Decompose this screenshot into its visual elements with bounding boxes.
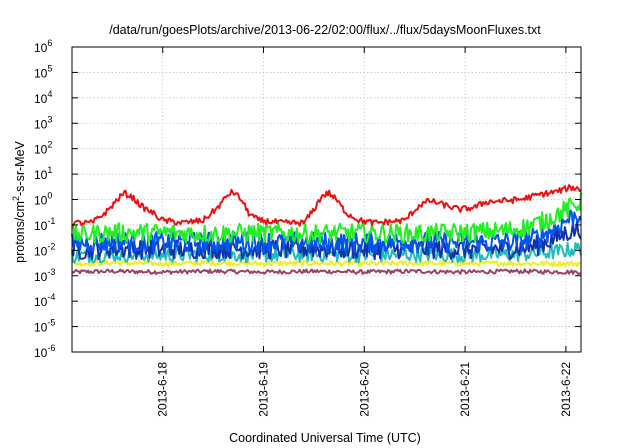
x-tick-label: 2013-6-19 (257, 362, 271, 417)
y-tick-label: 10-4 (34, 292, 55, 309)
series-line (71, 192, 582, 245)
x-tick-labels: 2013-6-18 2013-6-19 2013-6-20 2013-6-21 2013… (156, 362, 573, 417)
x-tick-label: 2013-6-21 (458, 362, 472, 417)
x-tick-label: 2013-6-18 (156, 362, 170, 417)
y-tick-label: 102 (34, 140, 52, 157)
grid-lines (72, 47, 581, 352)
axis-ticks (72, 46, 581, 353)
series-line (71, 259, 582, 268)
y-tick-label: 10-2 (34, 241, 55, 258)
y-tick-label: 104 (34, 89, 52, 106)
series-line (71, 184, 582, 227)
y-tick-label: 106 (34, 38, 52, 55)
series-layer (71, 184, 582, 275)
y-tick-label: 10-5 (34, 318, 55, 335)
y-tick-label: 10-1 (34, 216, 55, 233)
series-line (71, 268, 582, 275)
y-tick-label: 103 (34, 114, 52, 131)
chart-title: /data/run/goesPlots/archive/2013-06-22/0… (109, 23, 541, 37)
y-tick-label: 100 (34, 191, 52, 208)
x-axis-label: Coordinated Universal Time (UTC) (229, 431, 421, 445)
y-tick-label: 105 (34, 63, 52, 80)
y-axis-label: protons/cm2-s-sr-MeV (11, 140, 27, 262)
y-tick-label: 10-3 (34, 267, 55, 284)
y-tick-label: 10-6 (34, 343, 55, 360)
series-line (71, 209, 582, 254)
x-tick-label: 2013-6-22 (559, 362, 573, 417)
y-tick-label: 101 (34, 165, 52, 182)
x-tick-label: 2013-6-20 (357, 362, 371, 417)
y-tick-labels: 10-6 10-5 10-4 10-3 10-2 10-1 100 101 102 103 104 1… (34, 38, 55, 360)
series-line (71, 241, 582, 264)
